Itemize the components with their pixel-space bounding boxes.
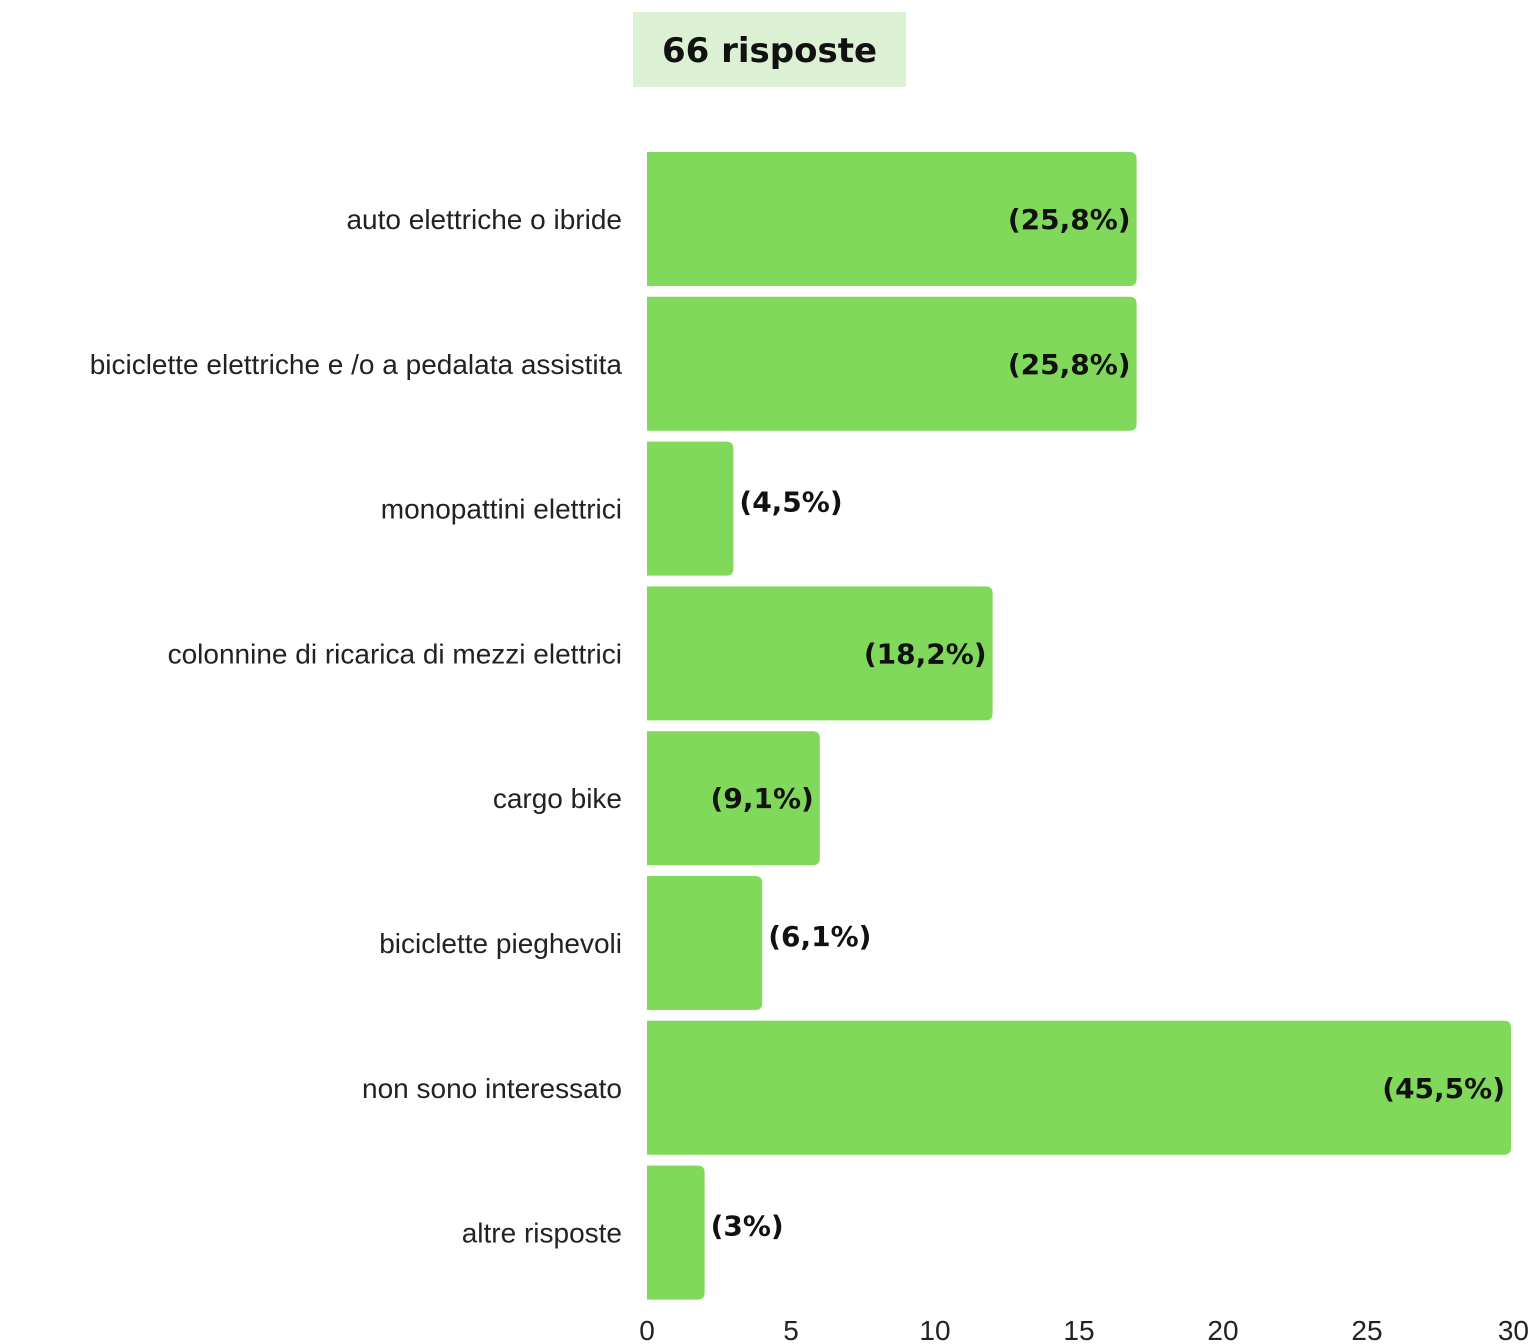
category-label-0: auto elettriche o ibride xyxy=(346,204,622,235)
value-label-1: (25,8%) xyxy=(1008,348,1131,381)
bar-3 xyxy=(647,586,993,721)
x-tick-label-2: 10 xyxy=(919,1315,950,1344)
category-label-5: biciclette pieghevoli xyxy=(379,928,622,959)
value-labels: (25,8%) (25,8%) (4,5%) (18,2%) (9,1%) (6,1%) (… xyxy=(711,203,1505,1243)
bar-2 xyxy=(647,441,734,576)
bar-6 xyxy=(647,1020,1511,1155)
x-tick-label-3: 15 xyxy=(1063,1315,1094,1344)
bars-group xyxy=(647,152,1511,1300)
bar-5 xyxy=(647,876,763,1010)
x-tick-label-5: 25 xyxy=(1351,1315,1382,1344)
value-label-5: (6,1%) xyxy=(768,920,871,953)
x-tick-label-0: 0 xyxy=(639,1315,655,1344)
category-labels: auto elettriche o ibride biciclette elett… xyxy=(90,204,623,1249)
bar-7 xyxy=(647,1165,705,1300)
value-label-4: (9,1%) xyxy=(711,782,814,815)
category-label-3: colonnine di ricarica di mezzi elettrici xyxy=(168,638,622,669)
x-axis-ticks: 0 5 10 15 20 25 30 xyxy=(639,1315,1529,1344)
x-tick-label-6: 30 xyxy=(1498,1315,1529,1344)
value-label-3: (18,2%) xyxy=(864,637,987,670)
category-label-6: non sono interessato xyxy=(362,1073,622,1104)
bar-1 xyxy=(647,296,1137,431)
value-label-0: (25,8%) xyxy=(1008,203,1131,236)
title-background xyxy=(633,12,906,87)
value-label-7: (3%) xyxy=(711,1210,784,1243)
bar-4 xyxy=(647,731,820,866)
category-label-2: monopattini elettrici xyxy=(381,494,622,525)
category-label-7: altre risposte xyxy=(462,1218,622,1249)
category-label-4: cargo bike xyxy=(493,783,622,814)
x-tick-label-4: 20 xyxy=(1207,1315,1238,1344)
bar-0 xyxy=(647,152,1137,286)
category-label-1: biciclette elettriche e /o a pedalata as… xyxy=(90,349,623,380)
x-tick-label-1: 5 xyxy=(783,1315,799,1344)
chart-title: 66 risposte xyxy=(662,31,877,71)
value-label-2: (4,5%) xyxy=(739,486,842,519)
value-label-6: (45,5%) xyxy=(1382,1072,1505,1105)
